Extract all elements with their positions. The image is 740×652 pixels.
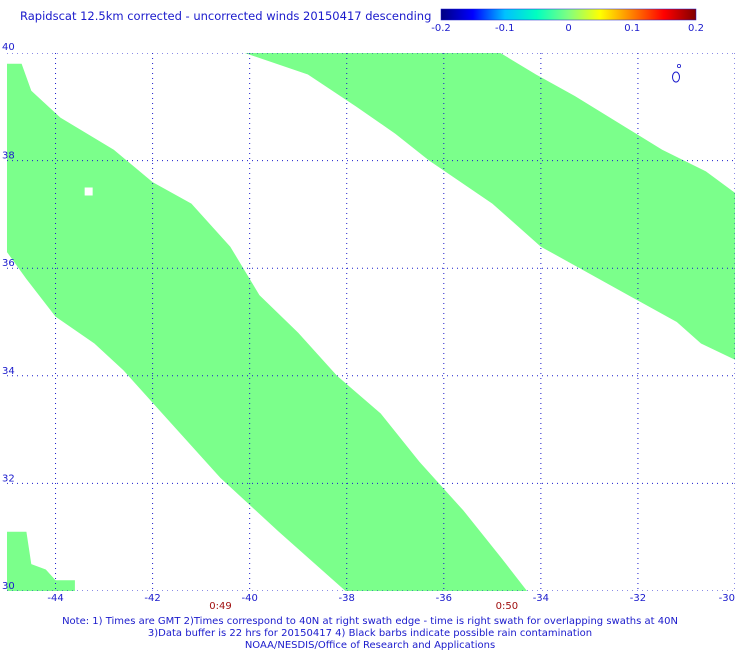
footnote-line-2: 3)Data buffer is 22 hrs for 20150417 4) … [147,628,593,639]
data-gap [84,187,93,196]
colorbar-tick-label: 0.2 [688,23,704,34]
chart-title: Rapidscat 12.5km corrected - uncorrected… [20,9,432,23]
colorbar-tick-label: 0 [565,23,571,34]
swath-southwest [7,531,75,591]
footnote-line-3: NOAA/NESDIS/Office of Research and Appli… [244,640,496,651]
longitude-tick-label: -32 [630,593,646,604]
swath-east [244,53,735,360]
longitude-tick-label: -36 [436,593,452,604]
longitude-tick-label: -34 [533,593,549,604]
longitude-tick-label: -40 [241,593,257,604]
longitude-tick-label: -44 [47,593,63,604]
longitude-tick-label: -42 [144,593,160,604]
island-marker [672,64,682,83]
colorbar-tick-label: 0.1 [624,23,640,34]
latitude-tick-label: 30 [2,581,15,592]
colorbar [440,8,697,21]
footnote-line-1: Note: 1) Times are GMT 2)Times correspon… [62,616,678,627]
longitude-tick-label: -30 [719,593,735,604]
swath-time-label: 0:49 [209,601,231,612]
colorbar-tick-label: -0.1 [495,23,515,34]
colorbar-tick-label: -0.2 [431,23,451,34]
latitude-tick-label: 36 [2,258,15,269]
swath-west [7,63,528,591]
longitude-tick-label: -38 [339,593,355,604]
latitude-tick-label: 38 [2,151,15,162]
latitude-tick-label: 34 [2,366,15,377]
swath-time-label: 0:50 [496,601,518,612]
latitude-tick-label: 32 [2,473,15,484]
footnotes: Note: 1) Times are GMT 2)Times correspon… [0,616,740,652]
latitude-tick-label: 40 [2,42,15,53]
